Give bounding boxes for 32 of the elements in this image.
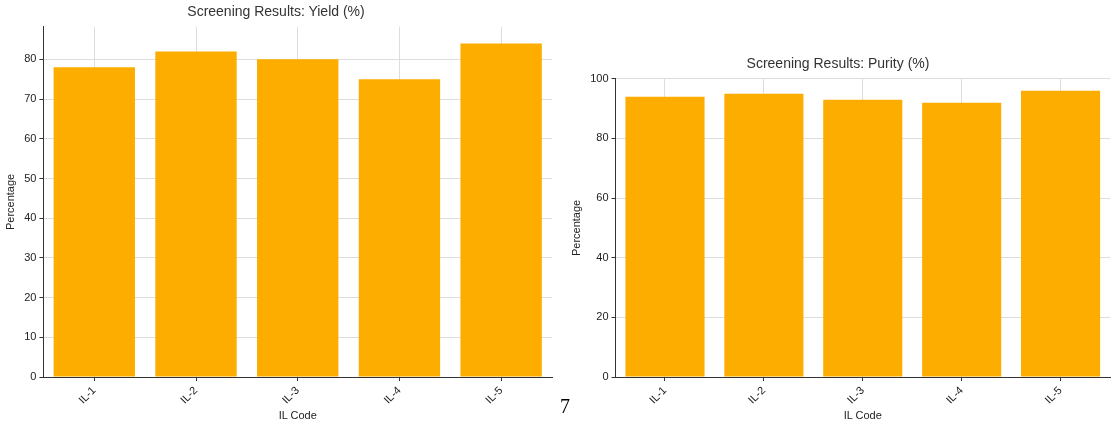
y-tick-label: 80: [596, 131, 609, 144]
chart-title: Screening Results: Yield (%): [187, 3, 365, 20]
x-axis-title: IL Code: [278, 409, 317, 422]
y-tick-label: 70: [24, 92, 37, 105]
x-tick-label: IL-2: [177, 383, 200, 406]
x-tick-label: IL-5: [1042, 383, 1065, 406]
y-tick-label: 50: [24, 171, 37, 184]
y-tick-label: 60: [596, 191, 609, 204]
x-tick-label: IL-1: [646, 383, 669, 406]
x-tick-label: IL-2: [745, 383, 768, 406]
y-tick-label: 30: [24, 250, 37, 263]
y-tick-label: 40: [24, 211, 37, 224]
x-tick-label: IL-3: [279, 383, 302, 406]
y-tick-label: 10: [24, 330, 37, 343]
y-axis-title: Percentage: [569, 199, 582, 257]
y-tick-label: 100: [590, 71, 609, 84]
x-tick-label: IL-5: [482, 383, 505, 406]
x-tick-label: IL-4: [381, 383, 403, 406]
y-tick-label: 80: [24, 52, 37, 65]
x-axis-title: IL Code: [843, 409, 882, 422]
y-tick-label: 60: [24, 131, 37, 144]
y-axis-title: Percentage: [3, 173, 16, 231]
y-tick-label: 20: [596, 310, 609, 323]
text: 7: [560, 395, 570, 418]
y-tick-label: 40: [596, 250, 609, 263]
chart-title: Screening Results: Purity (%): [746, 55, 930, 72]
y-tick-label: 20: [24, 290, 37, 303]
y-tick-label: 0: [602, 370, 609, 383]
x-tick-label: IL-1: [75, 383, 98, 406]
y-tick-label: 0: [30, 370, 37, 383]
x-tick-label: IL-4: [943, 383, 966, 406]
x-tick-label: IL-3: [844, 383, 867, 406]
